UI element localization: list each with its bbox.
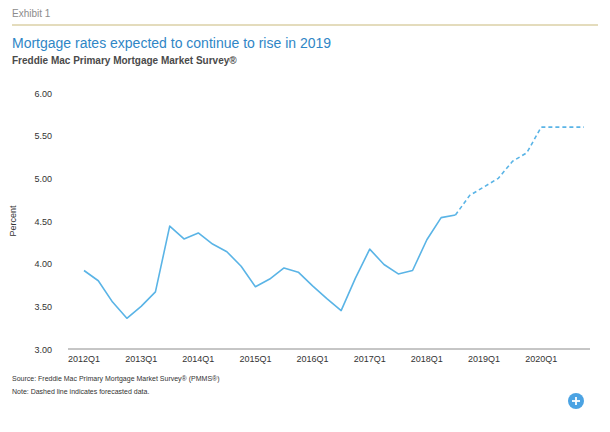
x-tick-label: 2017Q1 [354, 354, 386, 364]
header-rule [12, 25, 598, 26]
y-axis-label: Percent [8, 205, 18, 237]
title: Mortgage rates expected to continue to r… [12, 35, 331, 51]
plot-area [84, 127, 584, 318]
x-tick-label: 2013Q1 [125, 354, 157, 364]
subtitle: Freddie Mac Primary Mortgage Market Surv… [12, 55, 237, 66]
source: Source: Freddie Mac Primary Mortgage Mar… [12, 375, 220, 383]
y-tick-label: 5.50 [34, 131, 52, 141]
line-series [455, 127, 584, 215]
x-tick-label: 2020Q1 [525, 354, 557, 364]
y-tick-label: 6.00 [34, 89, 52, 99]
note: Note: Dashed line indicates forecasted d… [12, 388, 149, 395]
x-tick-label: 2015Q1 [239, 354, 271, 364]
header: Exhibit 1 [12, 8, 51, 19]
y-tick-label: 5.00 [34, 174, 52, 184]
x-tick-label: 2019Q1 [468, 354, 500, 364]
y-tick-label: 4.00 [34, 259, 52, 269]
y-tick-label: 3.00 [34, 345, 52, 355]
x-tick-label: 2012Q1 [68, 354, 100, 364]
y-tick-label: 3.50 [34, 302, 52, 312]
x-tick-label: 2018Q1 [411, 354, 443, 364]
chart: Exhibit 1 Mortgage rates expected to cont… [0, 0, 610, 432]
x-tick-label: 2016Q1 [297, 354, 329, 364]
y-tick-label: 4.50 [34, 217, 52, 227]
expand-icon[interactable] [568, 393, 584, 409]
x-tick-label: 2014Q1 [182, 354, 214, 364]
x-axis [68, 349, 590, 350]
line-series [84, 215, 455, 318]
